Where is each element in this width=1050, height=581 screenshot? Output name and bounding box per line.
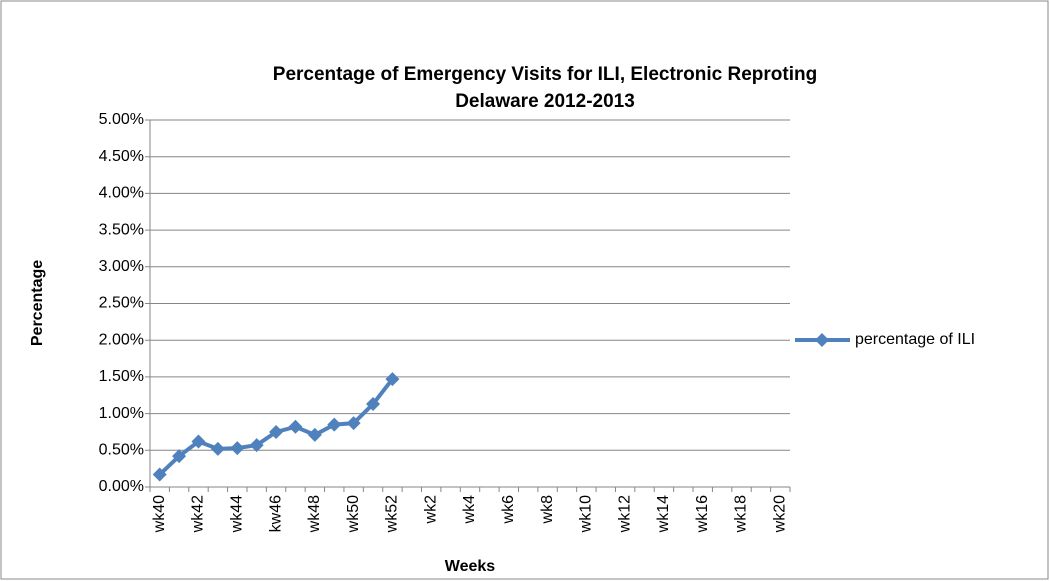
point-marker bbox=[366, 397, 381, 412]
y-tick-label: 4.50% bbox=[99, 148, 144, 165]
x-tick-label: wk42 bbox=[190, 495, 207, 533]
point-marker bbox=[152, 467, 167, 482]
x-tick-label: wk8 bbox=[539, 495, 556, 525]
x-tick-label: wk6 bbox=[500, 495, 517, 525]
x-tick-label: wk12 bbox=[616, 495, 633, 533]
point-marker bbox=[307, 427, 322, 442]
x-axis-title: Weeks bbox=[445, 558, 496, 575]
chart-subtitle: Delaware 2012-2013 bbox=[455, 91, 635, 112]
x-tick-label: wk4 bbox=[461, 495, 478, 525]
legend-marker bbox=[815, 333, 829, 347]
x-tick-label: wk14 bbox=[655, 495, 672, 533]
chart-title: Percentage of Emergency Visits for ILI, … bbox=[273, 64, 817, 85]
x-tick-label: wk40 bbox=[151, 495, 168, 533]
point-marker bbox=[346, 416, 361, 431]
x-tick-label: wk44 bbox=[228, 495, 245, 533]
point-marker bbox=[191, 434, 206, 449]
y-tick-label: 2.00% bbox=[99, 331, 144, 348]
y-tick-label: 2.50% bbox=[99, 295, 144, 312]
y-tick-label: 5.00% bbox=[99, 111, 144, 128]
y-axis-title: Percentage bbox=[29, 260, 46, 346]
x-tick-label: wk48 bbox=[306, 495, 323, 533]
point-marker bbox=[172, 449, 187, 464]
point-marker bbox=[385, 372, 400, 387]
y-tick-label: 3.00% bbox=[99, 258, 144, 275]
point-marker bbox=[327, 417, 342, 432]
y-tick-label: 3.50% bbox=[99, 221, 144, 238]
x-tick-label: wk20 bbox=[772, 495, 789, 533]
x-tick-label: wk16 bbox=[694, 495, 711, 533]
y-tick-label: 4.00% bbox=[99, 185, 144, 202]
y-tick-label: 0.00% bbox=[99, 478, 144, 495]
x-tick-label: wk2 bbox=[422, 495, 439, 525]
y-tick-label: 0.50% bbox=[99, 442, 144, 459]
point-marker bbox=[269, 424, 284, 439]
x-tick-label: kw46 bbox=[267, 495, 284, 532]
y-tick-label: 1.00% bbox=[99, 405, 144, 422]
legend-label: percentage of ILI bbox=[855, 331, 975, 348]
y-tick-label: 1.50% bbox=[99, 368, 144, 385]
x-tick-label: wk52 bbox=[384, 495, 401, 533]
point-marker bbox=[249, 438, 264, 453]
x-tick-label: wk18 bbox=[733, 495, 750, 533]
point-marker bbox=[210, 441, 225, 456]
point-marker bbox=[288, 419, 303, 434]
x-tick-label: wk50 bbox=[345, 495, 362, 533]
x-tick-label: wk10 bbox=[578, 495, 595, 533]
point-marker bbox=[230, 441, 245, 456]
